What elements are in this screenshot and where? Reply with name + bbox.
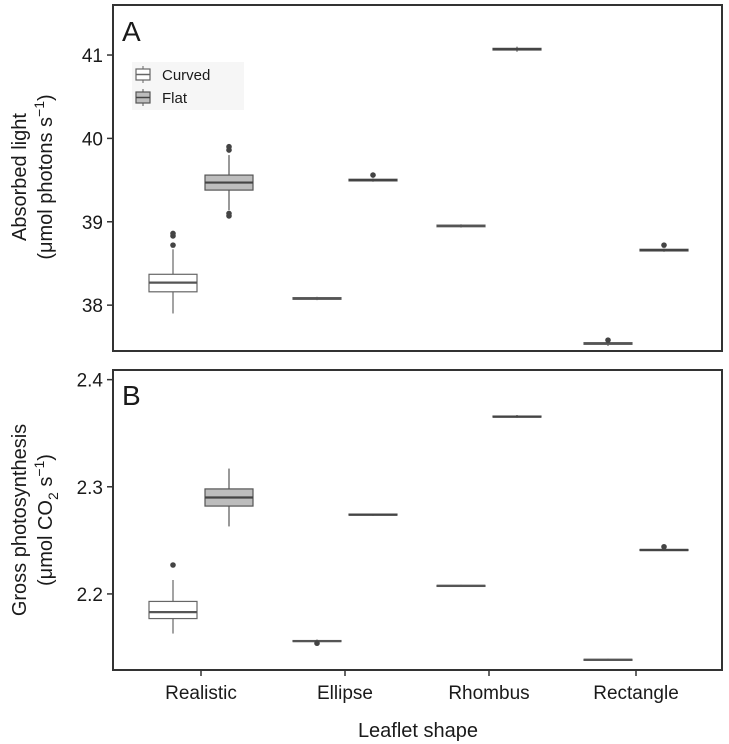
panel-b-box-flat-ellipse	[348, 513, 398, 516]
panel-a-y-tick-label-0: 38	[82, 296, 103, 317]
panel-a-box-flat-rhombus	[492, 46, 542, 52]
panel-b-y-ticks: 2.2 2.3 2.4	[77, 371, 113, 606]
panel-b-box-flat-rectangle	[639, 543, 689, 552]
outlier-point	[226, 210, 232, 217]
panel-b-y-tick-label-1: 2.3	[77, 478, 103, 499]
x-tick-label-ellipse: Ellipse	[317, 683, 373, 704]
panel-a-boxes	[148, 46, 689, 346]
panel-b: B 2.2 2.3 2.4 Gross photosynthesis (μmol C…	[9, 369, 723, 671]
x-tick-label-rhombus: Rhombus	[448, 683, 529, 704]
panel-b-box-flat-realistic	[204, 468, 254, 527]
panel-a-frame	[112, 4, 723, 352]
legend-key-curved	[135, 66, 151, 83]
outlier-point	[226, 143, 232, 150]
panel-b-y-axis-unit: (μmol CO2 s−1)	[31, 454, 61, 586]
panel-a-y-tick-label-1: 39	[82, 213, 103, 234]
panel-a: A 38 39 40 41 Curved Flat Absorbed light (μ…	[9, 4, 723, 352]
panel-a-y-axis-title: Absorbed light	[9, 113, 31, 241]
outlier-point	[170, 242, 176, 248]
panel-a-y-ticks: 38 39 40 41	[82, 46, 113, 317]
panel-b-box-curved-ellipse	[292, 639, 342, 647]
panel-a-box-flat-ellipse	[348, 172, 398, 182]
panel-a-letter: A	[122, 16, 141, 47]
panel-b-box-curved-realistic	[148, 562, 198, 634]
outlier-point	[661, 242, 667, 248]
x-axis-title: Leaflet shape	[358, 720, 478, 742]
box	[148, 600, 198, 620]
outlier-point	[605, 337, 611, 343]
panel-a-y-tick-label-2: 40	[82, 129, 103, 150]
panel-a-box-curved-rectangle	[583, 337, 633, 346]
panel-b-y-tick-label-0: 2.2	[77, 585, 103, 606]
legend: Curved Flat	[132, 62, 244, 110]
panel-a-y-tick-label-3: 41	[82, 46, 103, 67]
panel-a-box-curved-ellipse	[292, 296, 342, 301]
panel-b-y-tick-label-2: 2.4	[77, 371, 104, 392]
legend-key-flat	[135, 89, 151, 106]
panel-a-box-flat-rectangle	[639, 242, 689, 252]
panel-b-frame	[112, 369, 723, 671]
x-tick-label-realistic: Realistic	[165, 683, 237, 704]
panel-b-box-curved-rhombus	[436, 584, 486, 588]
panel-a-box-curved-realistic	[148, 230, 198, 314]
outlier-point	[170, 562, 176, 568]
outlier-point	[314, 640, 320, 647]
x-axis: Realistic Ellipse Rhombus Rectangle	[165, 670, 679, 704]
legend-label-flat: Flat	[162, 90, 188, 107]
panel-a-box-flat-realistic	[204, 143, 254, 219]
panel-b-boxes	[148, 415, 689, 661]
outlier-point	[661, 543, 667, 550]
panel-b-box-flat-rhombus	[492, 415, 542, 418]
panel-a-box-curved-rhombus	[436, 224, 486, 228]
panel-b-y-axis-title: Gross photosynthesis	[9, 424, 31, 616]
panel-a-y-axis-unit: (μmol photons s−1)	[31, 94, 57, 259]
outlier-point	[170, 230, 176, 237]
panel-b-box-curved-rectangle	[583, 658, 633, 661]
outlier-point	[370, 172, 376, 178]
legend-label-curved: Curved	[162, 67, 210, 84]
panel-b-letter: B	[122, 380, 141, 411]
x-tick-label-rectangle: Rectangle	[593, 683, 679, 704]
legend-background	[132, 62, 244, 110]
